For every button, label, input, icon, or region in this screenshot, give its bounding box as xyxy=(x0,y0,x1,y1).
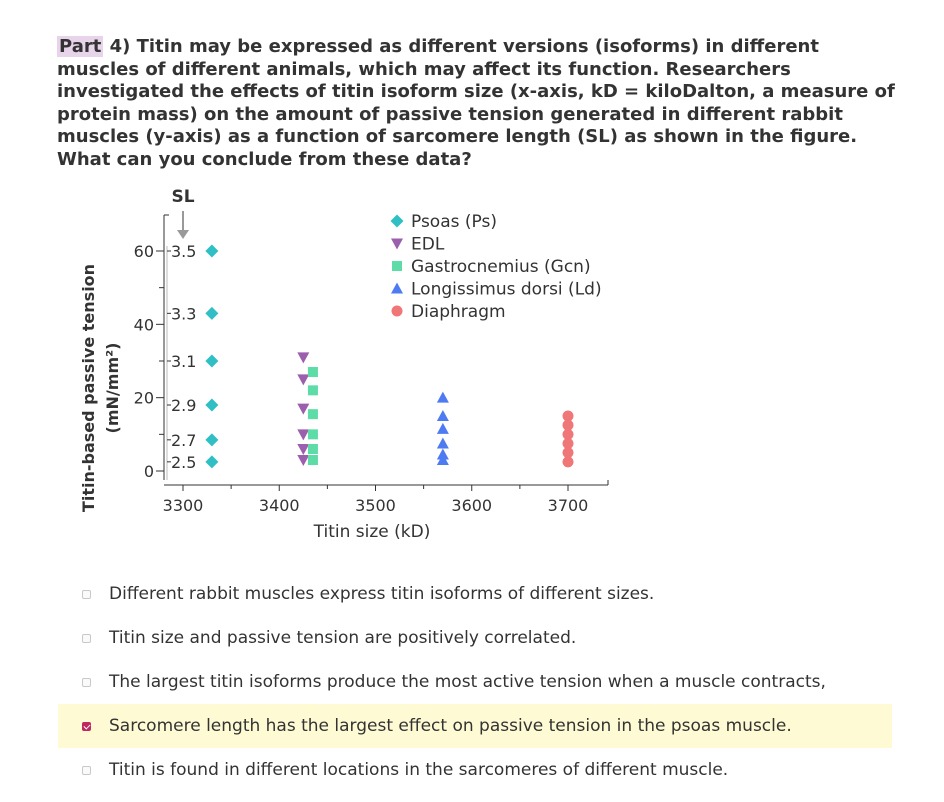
answer-options: Different rabbit muscles express titin i… xyxy=(58,572,892,792)
data-point xyxy=(307,429,318,440)
x-tick-label: 3500 xyxy=(355,496,396,515)
legend-label: Psoas (Ps) xyxy=(411,212,497,232)
x-axis-label: Titin size (kD) xyxy=(313,522,431,542)
data-point xyxy=(297,352,310,364)
data-point xyxy=(297,429,310,441)
data-point xyxy=(307,409,318,420)
option-row[interactable]: Different rabbit muscles express titin i… xyxy=(58,572,892,616)
option-checkbox[interactable] xyxy=(82,677,91,687)
x-tick-label: 3700 xyxy=(548,496,589,515)
data-point xyxy=(307,385,318,396)
part-label: Part xyxy=(57,36,104,57)
option-text: Different rabbit muscles express titin i… xyxy=(109,584,655,604)
data-point xyxy=(562,447,574,459)
y-tick-label: 60 xyxy=(134,242,154,261)
y-tick-label: 20 xyxy=(134,389,154,408)
legend-label: Longissimus dorsi (Ld) xyxy=(411,280,602,300)
x-tick-label: 3300 xyxy=(163,496,204,515)
data-point xyxy=(307,455,318,465)
chart-axes: 0 20 40 60 3300 3400 3500 3600 3700 xyxy=(134,214,609,515)
question-text: Part 4) Titin may be expressed as differ… xyxy=(57,36,897,171)
option-text: The largest titin isoforms produce the m… xyxy=(109,672,826,692)
data-point xyxy=(436,410,449,421)
data-point xyxy=(307,367,318,377)
x-tick-label: 3600 xyxy=(451,496,492,515)
data-point xyxy=(205,306,219,320)
y-tick-label: 40 xyxy=(134,315,154,334)
option-row[interactable]: Sarcomere length has the largest effect … xyxy=(58,704,892,748)
sl-tick-label: 3.5 xyxy=(171,242,196,261)
data-point xyxy=(562,428,574,440)
data-point xyxy=(205,354,219,368)
data-point xyxy=(297,455,310,466)
option-row[interactable]: Titin size and passive tension are posit… xyxy=(58,616,892,660)
y-axis-unit: (mN/mm²) xyxy=(103,343,122,434)
sl-tick-label: 2.5 xyxy=(171,453,196,472)
option-row[interactable]: The largest titin isoforms produce the m… xyxy=(58,660,892,704)
data-point xyxy=(562,456,574,468)
data-point xyxy=(436,391,449,403)
data-point xyxy=(562,438,574,449)
sl-arrow-head xyxy=(177,230,189,239)
legend-marker xyxy=(391,282,403,294)
titin-chart: 0 20 40 60 3300 3400 3500 3600 3700 SL 3.5 3.3 3.1 2… xyxy=(79,187,609,542)
data-point xyxy=(205,455,219,469)
data-point xyxy=(436,437,449,449)
legend-marker xyxy=(390,214,404,228)
y-tick-label: 0 xyxy=(144,462,154,481)
option-checkbox[interactable] xyxy=(82,633,91,643)
data-point xyxy=(436,422,449,434)
option-text: Sarcomere length has the largest effect … xyxy=(109,716,792,736)
option-row[interactable]: Titin is found in different locations in… xyxy=(58,748,892,792)
sl-annotation: SL 3.5 3.3 3.1 2.9 2.7 2.5 xyxy=(166,187,196,480)
data-point xyxy=(307,444,318,454)
legend-marker xyxy=(391,238,403,250)
chart-points xyxy=(205,244,574,469)
legend-label: EDL xyxy=(411,235,445,255)
data-point xyxy=(297,403,310,415)
data-point xyxy=(297,374,310,386)
legend-marker xyxy=(392,261,402,271)
option-checkbox[interactable] xyxy=(82,589,91,599)
y-axis-label: Titin-based passive tension xyxy=(79,264,98,512)
option-checkbox[interactable] xyxy=(82,721,91,731)
sl-tick-label: 2.7 xyxy=(171,431,196,450)
option-checkbox[interactable] xyxy=(82,765,91,775)
legend-label: Diaphragm xyxy=(411,302,506,322)
data-point xyxy=(205,244,219,258)
sl-label: SL xyxy=(171,187,194,207)
data-point xyxy=(297,444,310,455)
data-point xyxy=(205,398,219,412)
legend-label: Gastrocnemius (Gcn) xyxy=(411,257,591,277)
x-tick-label: 3400 xyxy=(259,496,300,515)
option-text: Titin size and passive tension are posit… xyxy=(109,628,577,648)
data-point xyxy=(205,433,219,447)
question-body: 4) Titin may be expressed as different v… xyxy=(57,36,895,170)
data-point xyxy=(562,410,574,422)
option-text: Titin is found in different locations in… xyxy=(109,760,729,780)
data-point xyxy=(562,419,574,431)
legend-marker xyxy=(391,305,403,317)
sl-tick-label: 3.1 xyxy=(171,352,196,371)
data-point xyxy=(436,454,449,465)
sl-tick-label: 2.9 xyxy=(171,396,196,415)
sl-tick-label: 3.3 xyxy=(171,304,196,323)
